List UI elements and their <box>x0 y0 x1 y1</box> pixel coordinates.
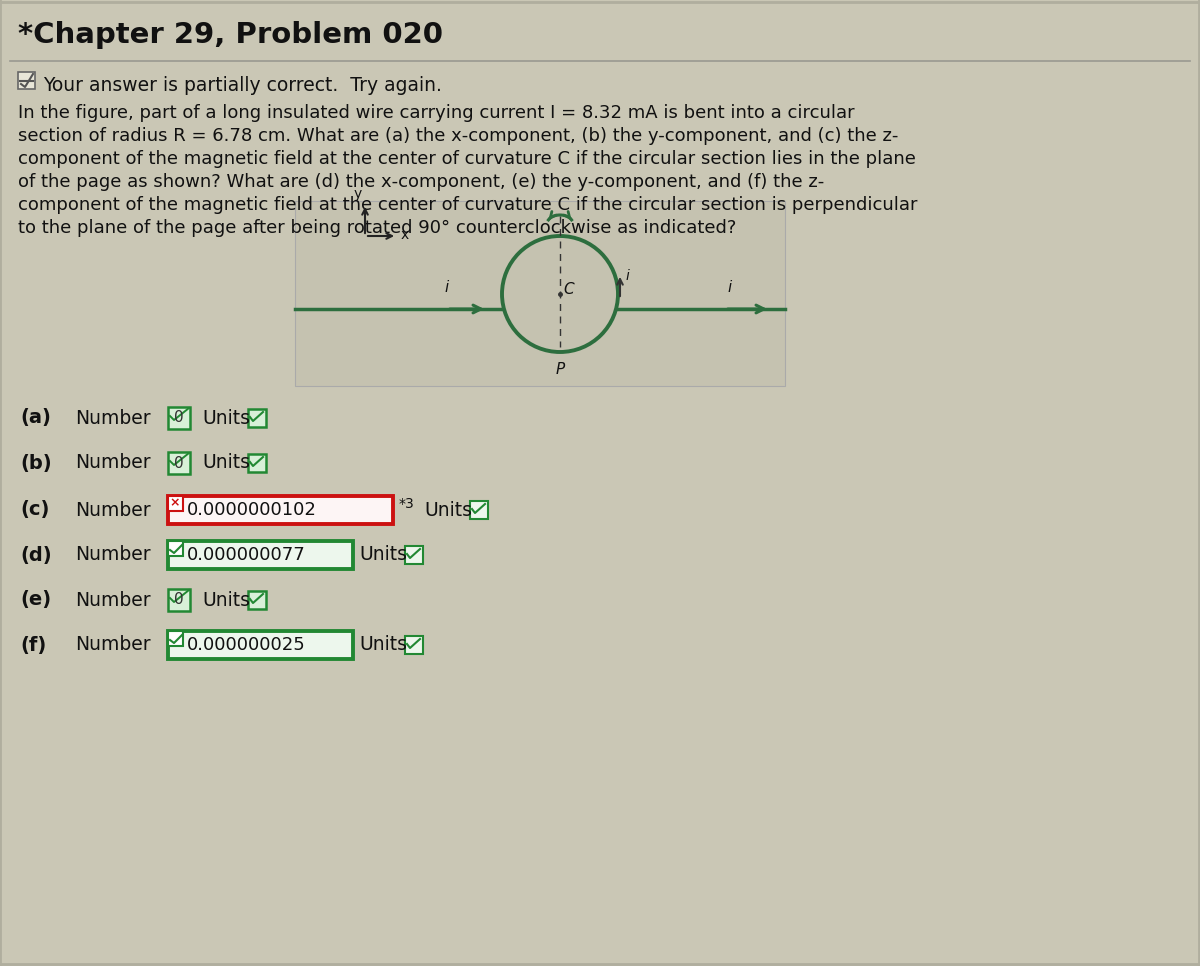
Text: (c): (c) <box>20 500 49 520</box>
Bar <box>168 589 190 611</box>
Text: Units: Units <box>359 636 407 655</box>
Text: (d): (d) <box>20 546 52 564</box>
Text: *3: *3 <box>398 497 415 511</box>
Text: Number: Number <box>74 636 151 655</box>
Bar <box>406 546 424 564</box>
Bar <box>295 201 785 386</box>
Text: 0: 0 <box>174 592 184 608</box>
Text: component of the magnetic field at the center of curvature C if the circular sec: component of the magnetic field at the c… <box>18 196 918 214</box>
Bar <box>168 496 394 524</box>
Text: ×: × <box>169 497 180 509</box>
Bar <box>168 541 182 556</box>
Text: x: x <box>401 228 409 242</box>
Bar <box>168 541 353 569</box>
Text: i: i <box>445 280 449 295</box>
Text: Units: Units <box>424 500 472 520</box>
Bar <box>168 407 190 429</box>
Text: (f): (f) <box>20 636 47 655</box>
Bar <box>248 409 266 427</box>
Text: 0: 0 <box>174 456 184 470</box>
Bar <box>168 496 182 511</box>
Text: i: i <box>728 280 732 295</box>
Bar <box>168 452 190 474</box>
Bar <box>248 454 266 472</box>
Text: P: P <box>556 362 565 377</box>
Text: Number: Number <box>74 500 151 520</box>
Bar <box>168 631 182 646</box>
Text: i: i <box>626 269 630 283</box>
Text: Number: Number <box>74 453 151 472</box>
Text: Units: Units <box>359 546 407 564</box>
Bar <box>248 591 266 609</box>
Text: section of radius R = 6.78 cm. What are (a) the x-component, (b) the y-component: section of radius R = 6.78 cm. What are … <box>18 127 899 145</box>
Text: 0.000000025: 0.000000025 <box>187 636 306 654</box>
Text: 0.0000000102: 0.0000000102 <box>187 501 317 519</box>
Text: (b): (b) <box>20 453 52 472</box>
Text: C: C <box>563 281 574 297</box>
Text: component of the magnetic field at the center of curvature C if the circular sec: component of the magnetic field at the c… <box>18 150 916 168</box>
Bar <box>470 501 488 519</box>
Text: Units: Units <box>202 453 250 472</box>
Bar <box>406 636 424 654</box>
Text: *Chapter 29, Problem 020: *Chapter 29, Problem 020 <box>18 21 443 49</box>
Text: Number: Number <box>74 590 151 610</box>
Text: 0.000000077: 0.000000077 <box>187 546 306 564</box>
Text: Your answer is partially correct.  Try again.: Your answer is partially correct. Try ag… <box>43 76 442 95</box>
Text: 0: 0 <box>174 411 184 425</box>
Text: Number: Number <box>74 409 151 428</box>
Text: In the figure, part of a long insulated wire carrying current I = 8.32 mA is ben: In the figure, part of a long insulated … <box>18 104 854 122</box>
Text: (a): (a) <box>20 409 50 428</box>
Text: Number: Number <box>74 546 151 564</box>
Text: Units: Units <box>202 409 250 428</box>
Text: Units: Units <box>202 590 250 610</box>
Text: (e): (e) <box>20 590 52 610</box>
Text: of the page as shown? What are (d) the x-component, (e) the y-component, and (f): of the page as shown? What are (d) the x… <box>18 173 824 191</box>
Bar <box>168 631 353 659</box>
Text: y: y <box>354 187 362 201</box>
Text: to the plane of the page after being rotated 90° counterclockwise as indicated?: to the plane of the page after being rot… <box>18 219 737 237</box>
Bar <box>18 72 35 89</box>
